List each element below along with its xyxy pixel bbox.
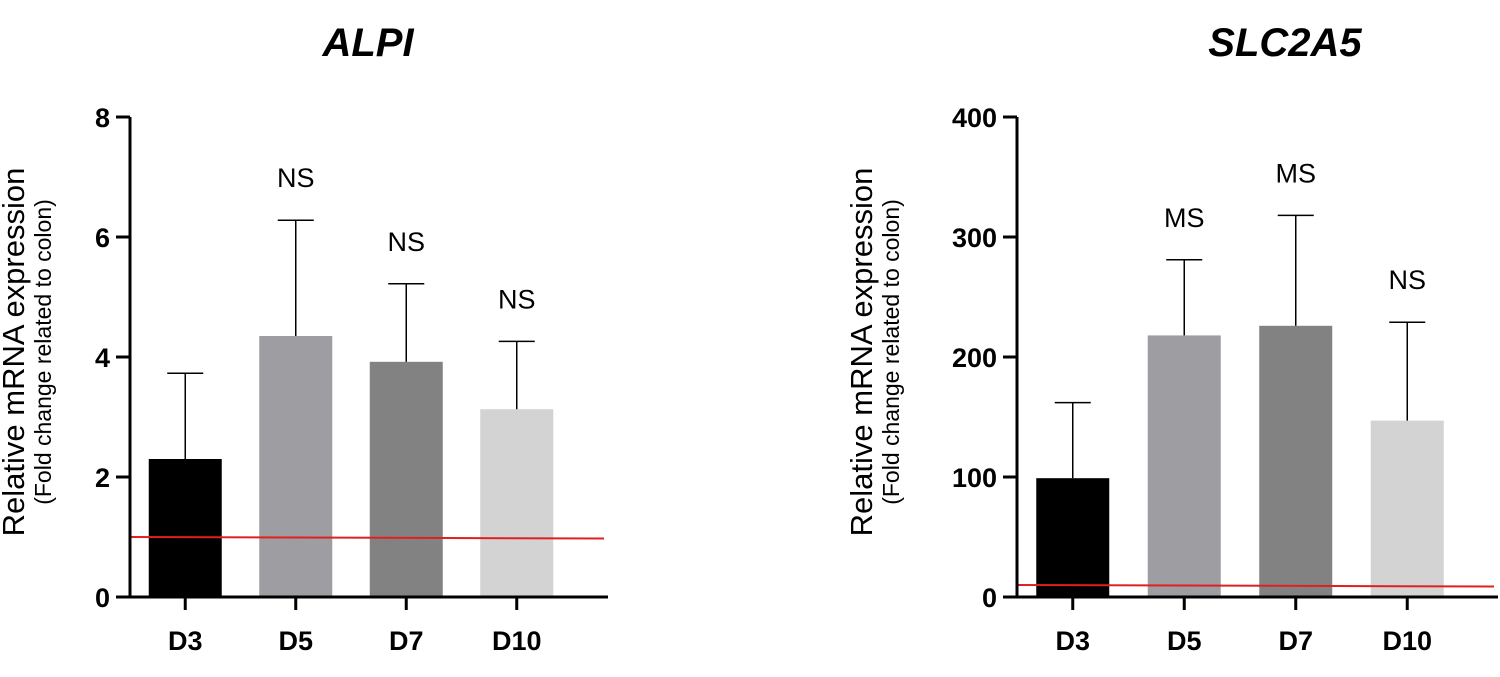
- significance-label: NS: [387, 227, 425, 257]
- y-tick-label: 0: [95, 583, 110, 613]
- significance-label: NS: [498, 284, 536, 314]
- x-tick-label: D5: [1167, 626, 1202, 656]
- y-tick-label: 4: [95, 343, 110, 373]
- y-tick-label: 6: [95, 223, 110, 253]
- bar-d7: [369, 361, 443, 597]
- y-axis-label: Relative mRNA expression: [844, 168, 879, 537]
- reference-line: [129, 536, 605, 540]
- y-tick-label: 400: [952, 103, 997, 133]
- bar-d10: [1370, 420, 1444, 597]
- significance-label: NS: [1388, 265, 1426, 295]
- y-tick-label: 8: [95, 103, 110, 133]
- y-tick-label: 0: [982, 583, 997, 613]
- bar-d5: [259, 336, 333, 597]
- bar-d3: [148, 459, 222, 597]
- x-tick-label: D10: [1382, 626, 1432, 656]
- bar-d7: [1259, 325, 1333, 597]
- x-tick-label: D3: [1055, 626, 1090, 656]
- chart-title: ALPI: [321, 21, 414, 65]
- y-axis-label: Relative mRNA expression: [0, 168, 31, 537]
- significance-label: NS: [277, 163, 315, 193]
- y-axis-sublabel: (Fold change related to colon): [30, 199, 56, 505]
- bar-d3: [1036, 478, 1110, 597]
- chart-alpi: ALPI Relative mRNA expression (Fold change…: [0, 21, 608, 656]
- chart-title: SLC2A5: [1208, 21, 1362, 65]
- chart-slc2a5: SLC2A5 Relative mRNA expression (Fold chan…: [844, 21, 1498, 656]
- error-bar-d5: [277, 219, 314, 336]
- error-bar-d10: [498, 340, 535, 410]
- x-tick-label: D7: [389, 626, 424, 656]
- significance-label: MS: [1164, 203, 1205, 233]
- error-bar-d10: [1389, 321, 1426, 421]
- bar-d10: [480, 409, 554, 597]
- x-tick-label: D5: [278, 626, 313, 656]
- error-bar-d7: [1277, 214, 1314, 326]
- error-bar-d3: [167, 372, 204, 459]
- y-axis-sublabel: (Fold change related to colon): [878, 199, 904, 505]
- y-tick-label: 200: [952, 343, 997, 373]
- x-tick-label: D10: [492, 626, 542, 656]
- x-tick-label: D7: [1278, 626, 1313, 656]
- error-bar-d5: [1166, 259, 1203, 336]
- error-bar-d3: [1054, 401, 1091, 479]
- significance-label: MS: [1276, 158, 1317, 188]
- bar-d5: [1147, 335, 1221, 597]
- y-tick-label: 100: [952, 463, 997, 493]
- reference-line: [1016, 584, 1495, 588]
- y-tick-label: 2: [95, 463, 110, 493]
- x-tick-label: D3: [168, 626, 203, 656]
- error-bar-d7: [388, 283, 425, 362]
- y-tick-label: 300: [952, 223, 997, 253]
